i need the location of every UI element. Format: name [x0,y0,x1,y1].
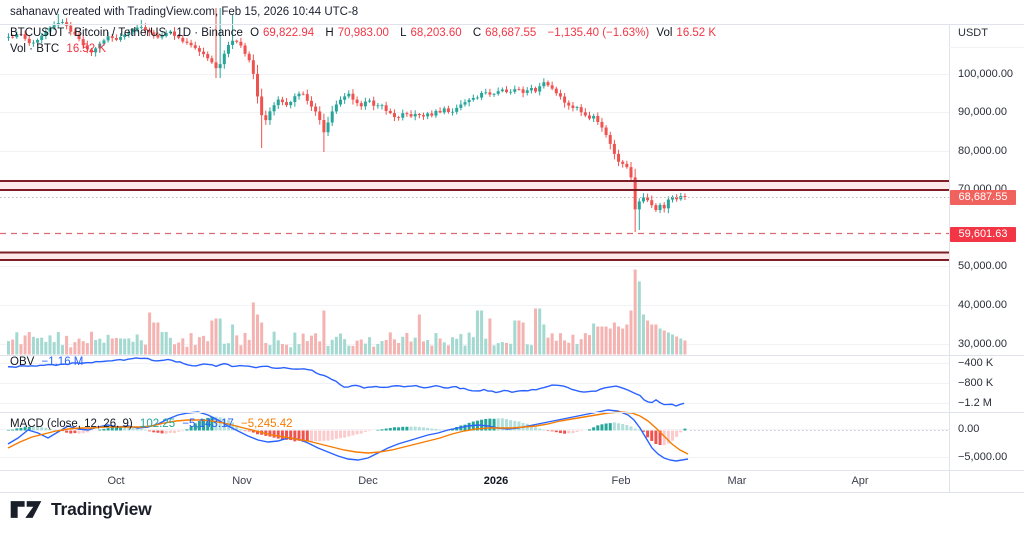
price-lines[interactable] [0,197,949,235]
time-tick-label: 2026 [483,475,509,487]
macd-tick-label: −5,000.00 [958,451,1008,463]
gridlines [0,74,949,458]
low-value: 68,203.60 [410,27,462,39]
price-flag: 68,687.55 [950,189,1016,205]
tradingview-logo-icon [10,501,42,518]
volume-label: Vol 16.52 K [656,27,717,39]
price-tick-label: 50,000.00 [958,260,1007,272]
change-value: −1,135.40 (−1.63%) [547,27,650,39]
support-resistance-bands[interactable] [0,180,949,261]
high-label: H 70,983.00 [325,27,389,39]
open-value: 69,822.94 [263,27,315,39]
macd-plot [7,409,948,462]
obv-line [7,357,685,407]
price-tick-label: 30,000.00 [958,338,1007,350]
high-value: 70,983.00 [337,27,389,39]
macd-legend-row[interactable]: MACD (close, 12, 26, 9) 102.25 −5,143.17… [10,418,296,430]
symbol-legend-row[interactable]: BTCUSDT · Bitcoin / TetherUS · 1D · Bina… [10,27,724,39]
time-tick-label: Dec [358,475,378,487]
macd-tick-label: 0.00 [958,423,980,435]
obv-tick-label: −800 K [958,377,994,389]
time-tick-label: Feb [611,475,631,487]
symbol-title: BTCUSDT · Bitcoin / TetherUS · 1D · Bina… [10,27,243,39]
obv-label: OBV [10,356,35,368]
time-tick-label: Mar [727,475,747,487]
volume-legend-row[interactable]: Vol · BTC 16.52 K [10,43,110,55]
price-flag: 59,601.63 [950,226,1016,242]
price-tick-label: 80,000.00 [958,145,1007,157]
tradingview-logo-text: TradingView [51,499,152,519]
price-axis-currency[interactable]: USDT [958,27,988,39]
time-tick-label: Nov [232,475,252,487]
macd-signal-value: −5,245.42 [241,418,293,430]
obv-legend-row[interactable]: OBV −1.16 M [10,356,87,368]
time-tick-label: Apr [851,475,869,487]
obv-tick-label: −1.2 M [958,397,992,409]
price-tick-label: 100,000.00 [958,68,1014,80]
volume-value: 16.52 K [676,27,717,39]
price-tick-label: 90,000.00 [958,106,1007,118]
watermark-attribution: sahanavv created with TradingView.com, F… [10,6,359,18]
volume-series-label: Vol · BTC [10,43,60,55]
price-tick-label: 40,000.00 [958,299,1007,311]
volume-series-value: 16.52 K [66,43,107,55]
chart-frame [0,24,1024,493]
low-label: L 68,203.60 [400,27,462,39]
macd-hist-value: 102.25 [139,418,176,430]
open-label: O 69,822.94 [250,27,315,39]
tradingview-logo[interactable]: TradingView [10,499,152,520]
macd-line-value: −5,143.17 [182,418,234,430]
volume-bars [7,269,687,355]
obv-tick-label: −400 K [958,357,994,369]
time-tick-label: Oct [107,475,125,487]
candlesticks [7,8,687,232]
macd-label: MACD (close, 12, 26, 9) [10,418,133,430]
close-label: C 68,687.55 [472,27,537,39]
obv-value: −1.16 M [41,356,84,368]
close-value: 68,687.55 [485,27,537,39]
